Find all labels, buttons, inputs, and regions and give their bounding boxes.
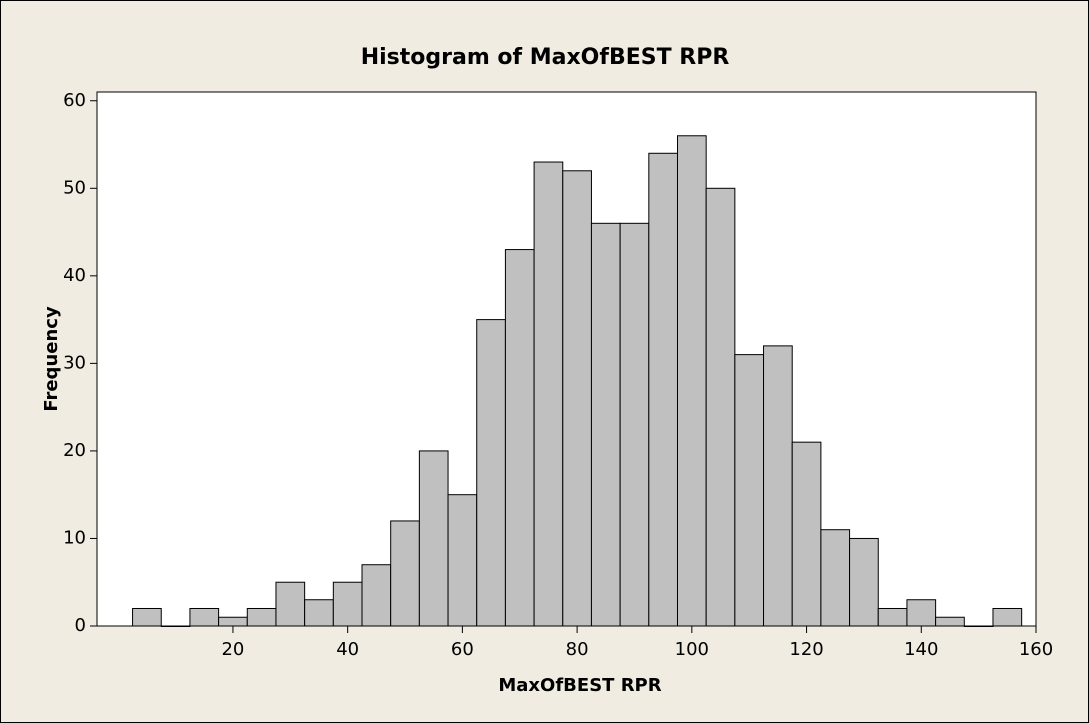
bar xyxy=(504,249,535,627)
bar xyxy=(705,187,736,627)
chart-title: Histogram of MaxOfBEST RPR xyxy=(361,45,730,70)
x-tick-label: 20 xyxy=(221,639,244,660)
x-tick-label: 140 xyxy=(904,639,938,660)
x-axis-label: MaxOfBEST RPR xyxy=(498,675,661,696)
bar xyxy=(590,222,621,627)
bar xyxy=(992,607,1023,627)
bar xyxy=(906,599,937,627)
bar xyxy=(447,494,478,627)
bar xyxy=(763,345,793,627)
x-tick-label: 160 xyxy=(1019,639,1053,660)
y-tick-label: 30 xyxy=(63,352,86,373)
bar xyxy=(189,607,220,627)
bar xyxy=(304,599,334,627)
bar xyxy=(963,625,994,627)
bar xyxy=(877,607,908,627)
bar xyxy=(390,520,420,627)
bar xyxy=(132,607,162,627)
bar xyxy=(820,529,851,627)
y-tick-label: 0 xyxy=(75,615,86,636)
bar xyxy=(275,581,306,627)
bar xyxy=(218,616,248,627)
bar xyxy=(935,616,965,627)
bar xyxy=(791,441,822,627)
bar xyxy=(418,450,449,627)
y-tick-label: 10 xyxy=(63,527,86,548)
x-tick-label: 80 xyxy=(566,639,589,660)
x-tick-label: 60 xyxy=(451,639,474,660)
bar xyxy=(849,537,879,627)
bar xyxy=(246,607,277,627)
bar xyxy=(160,625,191,627)
bar xyxy=(361,564,392,627)
y-axis-label: Frequency xyxy=(41,306,62,412)
y-tick-label: 40 xyxy=(63,265,86,286)
bar xyxy=(648,152,678,627)
bar xyxy=(332,581,363,627)
y-tick-label: 20 xyxy=(63,440,86,461)
bar xyxy=(562,170,592,627)
bar xyxy=(533,161,564,627)
bar xyxy=(476,319,506,627)
x-tick-label: 120 xyxy=(789,639,823,660)
y-tick-label: 60 xyxy=(63,90,86,111)
bar xyxy=(734,354,765,627)
y-tick-label: 50 xyxy=(63,177,86,198)
bar xyxy=(619,222,650,627)
x-tick-label: 40 xyxy=(336,639,359,660)
x-tick-label: 100 xyxy=(675,639,709,660)
bar xyxy=(676,135,707,627)
